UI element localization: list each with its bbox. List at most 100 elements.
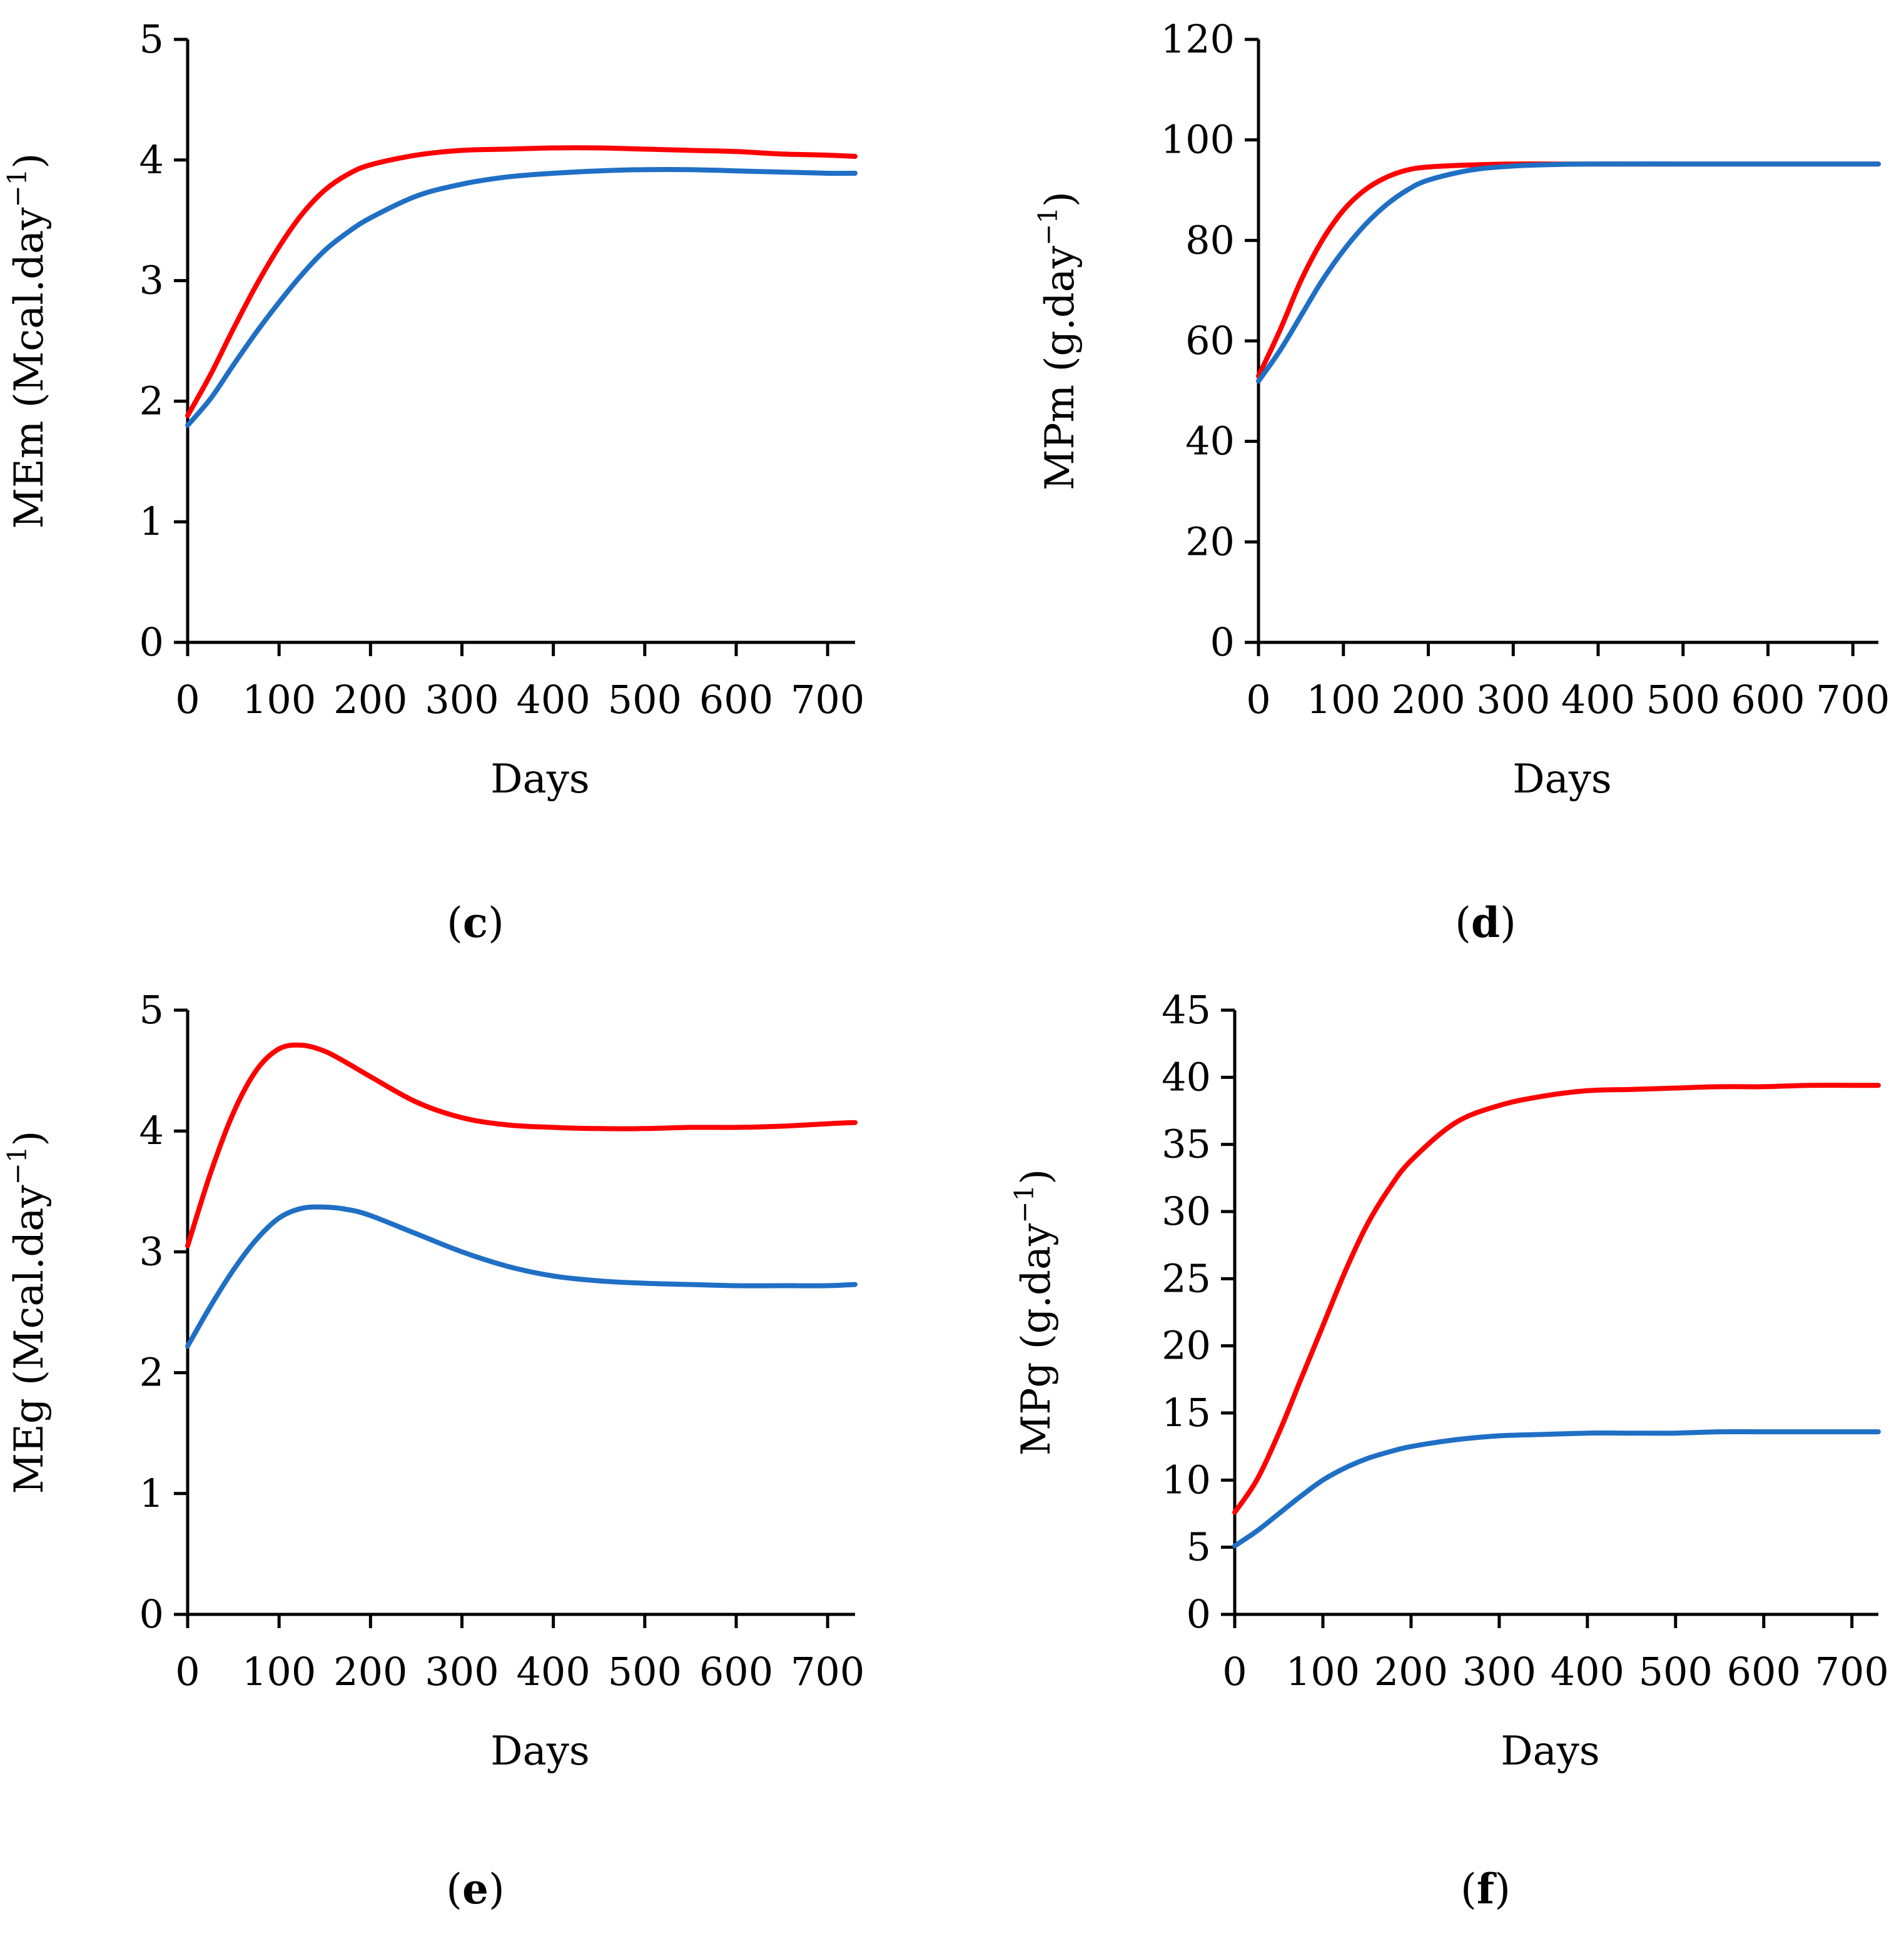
y-axis-title-superscript: −1 — [2, 1146, 33, 1185]
x-tick-label: 100 — [1286, 1649, 1360, 1694]
y-axis-title-close: ) — [1037, 191, 1083, 207]
y-tick-label: 5 — [139, 16, 164, 62]
x-tick-label: 0 — [1222, 1649, 1247, 1694]
y-axis-title: MEg (Mcal.day−1) — [2, 1130, 53, 1494]
x-tick-label: 300 — [425, 1649, 499, 1694]
x-tick-label: 0 — [1246, 677, 1270, 722]
y-tick-label: 3 — [139, 1228, 164, 1274]
x-tick-label: 200 — [1391, 677, 1465, 722]
x-tick-label: 200 — [1374, 1649, 1448, 1694]
y-tick-label: 0 — [1210, 619, 1235, 665]
x-tick-label: 300 — [1476, 677, 1550, 722]
y-tick-label: 0 — [139, 1591, 164, 1637]
caption-letter: d — [1471, 898, 1500, 947]
panel-caption: (e) — [446, 1865, 505, 1913]
y-tick-label: 1 — [139, 1471, 164, 1516]
x-tick-label: 700 — [791, 1649, 864, 1694]
y-axis-title: MPm (g.day−1) — [1033, 191, 1083, 490]
x-tick-label: 300 — [425, 677, 499, 722]
y-axis-title-main: MPg (g.day — [1013, 1223, 1060, 1456]
x-tick-label: 200 — [333, 677, 407, 722]
y-tick-label: 25 — [1162, 1255, 1211, 1301]
y-tick-label: 5 — [139, 987, 164, 1033]
x-axis-title: Days — [490, 756, 589, 802]
x-tick-label: 200 — [333, 1649, 407, 1694]
y-tick-label: 2 — [139, 378, 164, 423]
blue-series-line — [185, 166, 858, 428]
y-axis-title-close: ) — [6, 1130, 53, 1146]
x-tick-label: 600 — [1727, 1649, 1801, 1694]
panel-e: 0 1 2 3 4 5 0 100 200 300 400 500 600 700 Days MEg (Mca… — [2, 987, 864, 1913]
x-tick-label: 500 — [608, 677, 682, 722]
y-tick-label: 15 — [1162, 1390, 1211, 1435]
caption-open: ( — [447, 899, 463, 947]
x-tick-label: 600 — [699, 677, 773, 722]
caption-letter: c — [463, 898, 488, 947]
y-tick-label: 100 — [1161, 117, 1235, 163]
x-tick-label: 700 — [791, 677, 864, 722]
x-tick-label: 400 — [516, 677, 590, 722]
y-tick-label: 80 — [1185, 217, 1235, 263]
red-series-line — [185, 1042, 858, 1248]
y-tick-label: 35 — [1162, 1121, 1211, 1167]
red-series-line — [1232, 1083, 1881, 1515]
y-tick-label: 0 — [1187, 1591, 1211, 1637]
x-tick-label: 100 — [242, 1649, 316, 1694]
y-axis-title-close: ) — [6, 153, 53, 169]
caption-close: ) — [1494, 1865, 1511, 1913]
y-tick-label: 20 — [1162, 1323, 1211, 1369]
caption-close: ) — [488, 899, 504, 947]
y-tick-label: 0 — [139, 619, 164, 665]
y-axis-title-superscript: −1 — [2, 169, 33, 208]
y-tick-label: 40 — [1162, 1054, 1211, 1100]
caption-close: ) — [1500, 899, 1516, 947]
x-tick-label: 700 — [1816, 677, 1890, 722]
y-tick-label: 120 — [1161, 16, 1235, 62]
y-axis-title: MEm (Mcal.day−1) — [2, 153, 53, 529]
blue-series-line — [1256, 161, 1881, 384]
x-axis-title: Days — [1501, 1728, 1599, 1775]
red-series-line — [1256, 161, 1881, 379]
y-axis-title-main: MEg (Mcal.day — [6, 1185, 53, 1494]
y-axis-title-superscript: −1 — [1009, 1185, 1040, 1223]
x-tick-label: 500 — [1646, 677, 1720, 722]
y-tick-label: 5 — [1187, 1524, 1211, 1570]
y-tick-label: 3 — [139, 258, 164, 303]
x-tick-label: 600 — [699, 1649, 773, 1694]
x-tick-label: 300 — [1462, 1649, 1536, 1694]
y-tick-label: 20 — [1185, 519, 1235, 564]
x-tick-label: 600 — [1731, 677, 1805, 722]
red-series-line — [185, 145, 858, 418]
x-tick-label: 100 — [242, 677, 316, 722]
y-tick-label: 2 — [139, 1350, 164, 1395]
y-tick-label: 4 — [139, 1108, 164, 1153]
y-tick-label: 45 — [1162, 987, 1211, 1033]
caption-open: ( — [1461, 1865, 1477, 1913]
blue-series-line — [185, 1204, 858, 1349]
x-tick-label: 500 — [1639, 1649, 1713, 1694]
x-axis-title: Days — [1512, 756, 1611, 802]
x-tick-label: 400 — [516, 1649, 590, 1694]
x-tick-label: 700 — [1815, 1649, 1889, 1694]
panel-f: 0 5 10 15 20 25 30 35 40 45 0 100 200 300 400 500 600 700… — [1009, 987, 1889, 1913]
caption-open: ( — [446, 1865, 462, 1913]
x-tick-label: 100 — [1307, 677, 1380, 722]
x-tick-label: 0 — [175, 1649, 200, 1694]
y-axis-title-main: MPm (g.day — [1037, 246, 1083, 490]
panel-c: 0 1 2 3 4 5 0 100 200 300 400 500 600 700 Days MEm (Mca… — [2, 16, 864, 947]
panel-caption: (d) — [1455, 898, 1516, 947]
y-axis-title-main: MEm (Mcal.day — [6, 208, 53, 529]
x-tick-label: 500 — [608, 1649, 682, 1694]
y-tick-label: 10 — [1162, 1457, 1211, 1502]
y-tick-label: 60 — [1185, 318, 1235, 363]
x-tick-label: 400 — [1551, 1649, 1624, 1694]
caption-open: ( — [1455, 899, 1471, 947]
y-tick-label: 30 — [1162, 1188, 1211, 1234]
blue-series-line — [1232, 1429, 1881, 1549]
x-tick-label: 400 — [1561, 677, 1635, 722]
y-tick-label: 40 — [1185, 418, 1235, 464]
caption-letter: f — [1477, 1865, 1497, 1913]
caption-close: ) — [489, 1865, 505, 1913]
